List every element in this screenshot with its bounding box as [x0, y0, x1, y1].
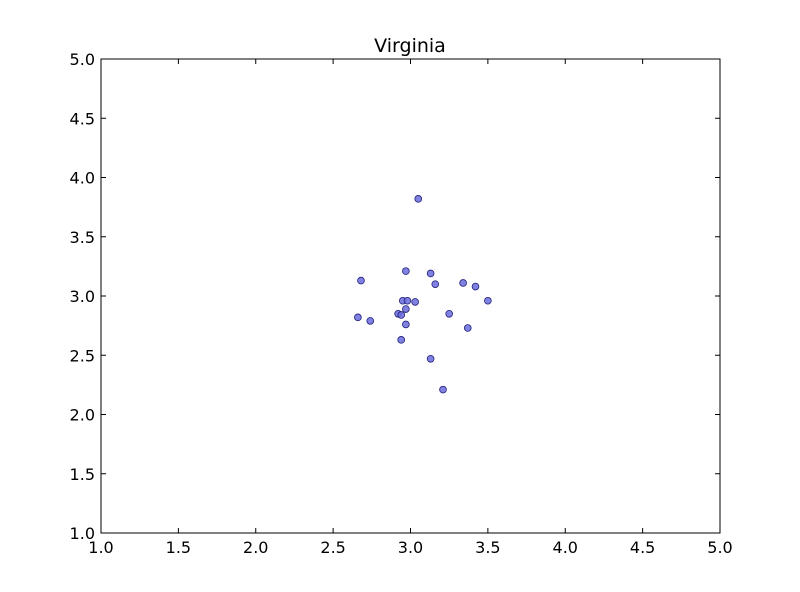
y-tick-label: 5.0 — [70, 50, 95, 69]
scatter-point — [402, 305, 410, 313]
plot-frame — [100, 58, 721, 534]
y-tick-label: 3.0 — [70, 287, 95, 306]
x-tick-label: 4.5 — [630, 538, 655, 557]
chart-title: Virginia — [374, 35, 446, 57]
scatter-point — [414, 195, 423, 203]
axis-ticks: 1.0 1.5 2.0 2.5 3.0 3.5 4.0 4.5 5.0 1.0 1.5 2.0 2.5 3… — [70, 50, 733, 557]
x-tick-label: 4.0 — [553, 538, 578, 557]
scatter-point — [426, 269, 435, 278]
scatter-point — [463, 324, 472, 332]
x-tick-label: 3.5 — [475, 538, 500, 557]
x-tick-label: 1.0 — [88, 538, 113, 557]
scatter-point — [471, 282, 480, 291]
scatter-point — [403, 296, 412, 305]
scatter-point — [484, 296, 492, 305]
y-tick-label: 2.0 — [70, 406, 95, 425]
scatter-point — [397, 311, 406, 319]
scatter-point — [354, 313, 362, 322]
y-tick-label: 1.5 — [70, 465, 95, 484]
scatter-point — [426, 355, 435, 363]
x-tick-label: 1.5 — [166, 538, 191, 557]
data-points — [354, 195, 492, 394]
scatter-point — [397, 336, 406, 344]
scatter-point — [402, 320, 410, 329]
scatter-point — [439, 385, 447, 394]
scatter-point — [445, 309, 453, 318]
scatter-point — [366, 317, 375, 325]
scatter-point — [431, 280, 440, 288]
x-tick-label: 5.0 — [707, 538, 732, 557]
x-tick-label: 2.0 — [243, 538, 268, 557]
y-tick-label: 4.0 — [70, 169, 95, 188]
scatter-point — [357, 276, 365, 285]
scatter-point — [459, 279, 467, 287]
x-tick-label: 2.5 — [320, 538, 345, 557]
scatter-point — [411, 298, 419, 306]
y-tick-label: 1.0 — [70, 524, 95, 543]
y-tick-label: 2.5 — [70, 346, 95, 365]
y-tick-label: 3.5 — [70, 228, 95, 247]
scatter-point — [402, 267, 410, 275]
y-tick-label: 4.5 — [70, 109, 95, 128]
x-tick-label: 3.0 — [398, 538, 423, 557]
